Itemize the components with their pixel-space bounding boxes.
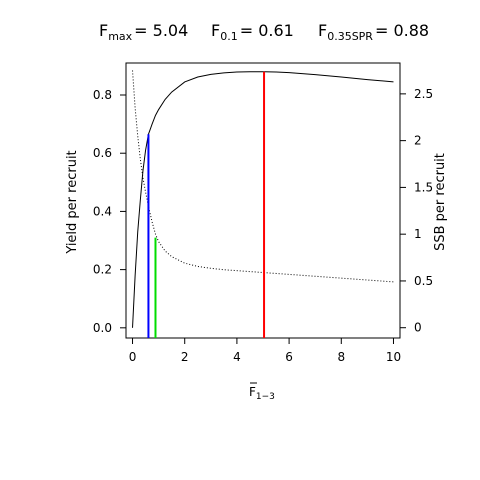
title-part-2-value: = 0.88 [375, 21, 429, 40]
title-part-1: F0.1 = 0.61 [211, 21, 294, 43]
title-part-2-base: F [318, 21, 327, 40]
series-layer [132, 70, 394, 328]
y-axis-label: Yield per recruit [65, 150, 80, 254]
y2-tick-label-5: 2.5 [414, 87, 433, 101]
y-tick-label-2: 0.4 [93, 204, 112, 218]
title-part-0-value: = 5.04 [134, 21, 188, 40]
title-part-2: F0.35SPR = 0.88 [318, 21, 429, 43]
y-tick-label-0: 0.0 [93, 321, 112, 335]
x-tick-label-4: 8 [337, 350, 345, 364]
x-axis-label-text: F1−3 [249, 385, 275, 402]
y2-tick-label-0: 0 [414, 321, 422, 335]
y2-axis-label: SSB per recruit [433, 153, 448, 251]
reference-lines [147, 71, 266, 338]
y-tick-label-3: 0.6 [93, 146, 112, 160]
title-part-0-subscript: max [108, 30, 132, 43]
x-tick-label-1: 2 [181, 350, 189, 364]
x-tick-label-3: 6 [285, 350, 293, 364]
title-part-0-base: F [99, 21, 108, 40]
ssb-per-recruit-line [132, 70, 394, 283]
chart-title: Fmax = 5.04 F0.1 = 0.61 F0.35SPR = 0.88 [99, 21, 429, 43]
plot-frame [125, 62, 401, 339]
y-tick-label-1: 0.2 [93, 263, 112, 277]
x-tick-label-2: 4 [233, 350, 241, 364]
title-part-1-value: = 0.61 [240, 21, 294, 40]
y2-tick-label-3: 1.5 [414, 180, 433, 194]
axes: 0 2 4 6 8 10 0.0 0.2 0.4 0.6 0.8 0 0.5 1 1.5 2 2.5 [93, 87, 433, 364]
title-part-1-base: F [211, 21, 220, 40]
x-axis-label: F1−3 [249, 382, 275, 402]
y2-tick-label-2: 1 [414, 227, 422, 241]
yield-per-recruit-line [132, 71, 394, 328]
y2-tick-label-1: 0.5 [414, 274, 433, 288]
title-part-0: Fmax = 5.04 [99, 21, 188, 43]
title-part-2-subscript: 0.35SPR [327, 30, 373, 43]
x-tick-label-0: 0 [129, 350, 137, 364]
x-axis-label-base: F [249, 385, 256, 399]
x-tick-label-5: 10 [386, 350, 401, 364]
y2-tick-label-4: 2 [414, 134, 422, 148]
title-part-1-subscript: 0.1 [220, 30, 238, 43]
x-axis-label-subscript: 1−3 [256, 392, 275, 402]
y-tick-label-4: 0.8 [93, 88, 112, 102]
